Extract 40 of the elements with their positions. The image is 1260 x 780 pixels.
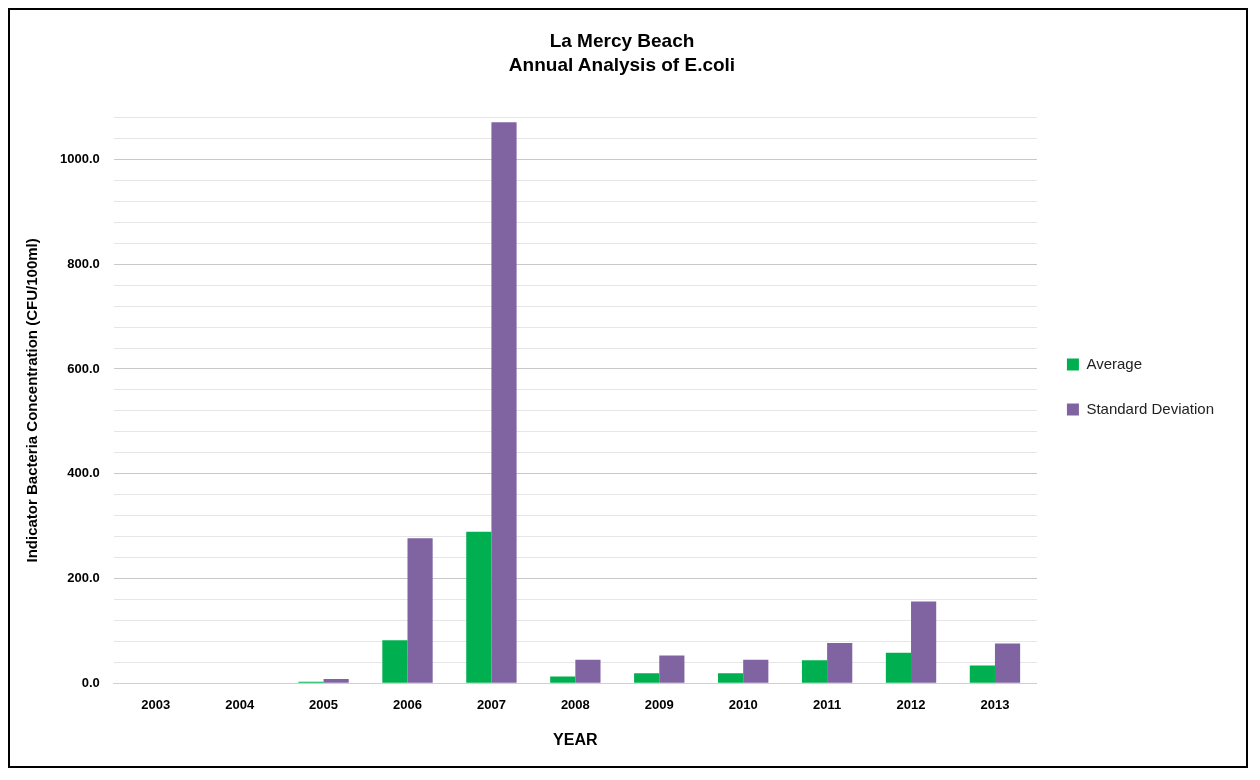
legend-label: Average (1086, 354, 1143, 372)
x-tick-label: 2003 (141, 696, 171, 712)
bar (575, 659, 601, 683)
y-tick-label: 1000.0 (60, 151, 100, 167)
x-tick-label: 2009 (644, 696, 674, 712)
x-axis-title: YEAR (553, 730, 599, 748)
y-tick-label: 0.0 (81, 674, 100, 690)
bar (743, 659, 769, 683)
bar (659, 655, 685, 683)
bar (407, 538, 433, 683)
x-tick-label: 2011 (813, 696, 842, 712)
chart-title: La Mercy Beach (549, 29, 695, 51)
x-tick-label: 2006 (393, 696, 422, 712)
bar (466, 531, 492, 683)
x-tick-label: 2012 (896, 696, 926, 712)
bar (994, 643, 1021, 683)
legend-label: Standard Deviation (1086, 399, 1215, 417)
x-tick-label: 2005 (309, 696, 339, 712)
y-tick-label: 600.0 (67, 360, 100, 376)
bar (801, 660, 828, 683)
x-tick-label: 2004 (225, 696, 255, 712)
bar (969, 665, 995, 683)
bar (827, 642, 853, 683)
y-axis-title: Indicator Bacteria Concentration (CFU/100ml) (23, 238, 41, 563)
x-tick-label: 2010 (728, 696, 758, 712)
y-tick-label: 400.0 (67, 465, 100, 481)
bar (323, 679, 349, 683)
y-tick-label: 200.0 (67, 570, 100, 586)
x-tick-label: 2008 (560, 696, 590, 712)
bar (491, 122, 517, 683)
bar (885, 652, 912, 683)
y-tick-label: 800.0 (67, 255, 100, 271)
bar (382, 640, 408, 683)
bar (550, 676, 576, 683)
x-tick-label: 2007 (476, 696, 506, 712)
bar (911, 601, 937, 683)
bar (718, 673, 744, 683)
bar (634, 673, 660, 683)
x-tick-label: 2013 (980, 696, 1010, 712)
chart-subtitle: Annual Analysis of E.coli (508, 54, 736, 76)
